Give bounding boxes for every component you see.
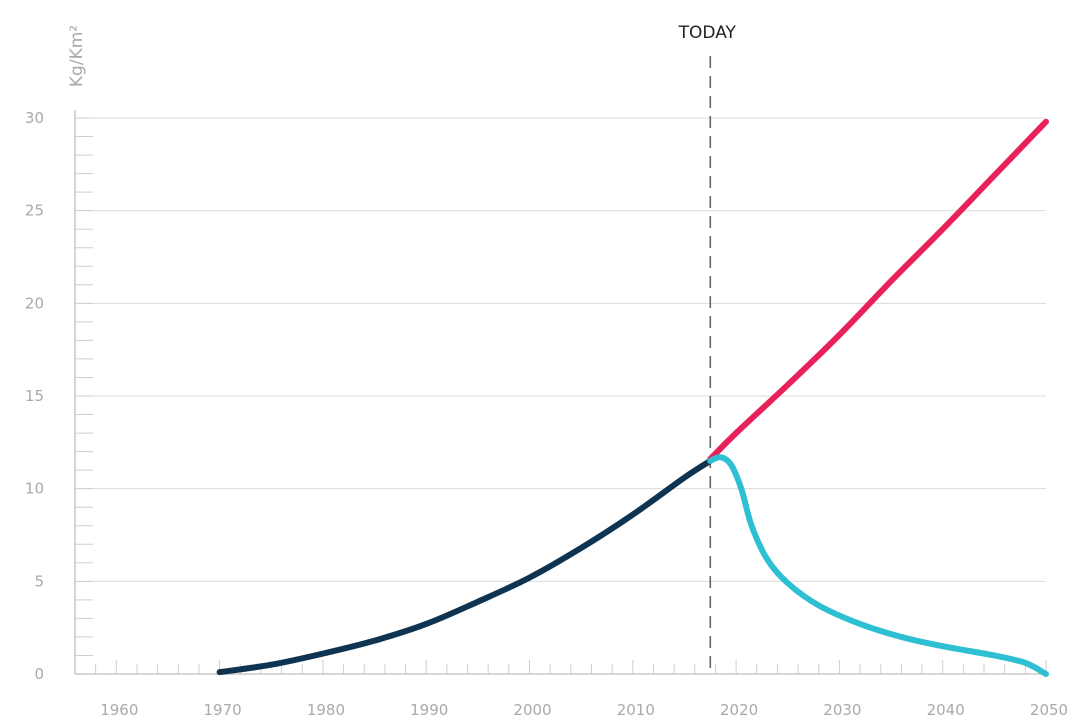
- x-tick-label-2050: 2050: [1030, 701, 1068, 719]
- y-tick-label-5: 5: [34, 572, 44, 590]
- x-tick-label-2020: 2020: [720, 701, 758, 719]
- y-tick-label-20: 20: [25, 294, 44, 312]
- axis-minor-ticks: [75, 117, 1047, 674]
- y-axis-label: Kg/Km²: [67, 25, 87, 87]
- today-label: TODAY: [678, 23, 737, 43]
- x-tick-label-1990: 1990: [410, 701, 448, 719]
- series-line-1: [216, 457, 714, 676]
- y-tick-label-10: 10: [25, 480, 44, 498]
- x-tick-label-1970: 1970: [204, 701, 242, 719]
- series-line-2: [707, 118, 1049, 463]
- y-tick-label-30: 30: [25, 109, 44, 127]
- x-tick-label-1980: 1980: [307, 701, 345, 719]
- x-tick-label-2040: 2040: [927, 701, 965, 719]
- series-line-3: [707, 454, 1049, 677]
- y-tick-labels: 0 5 10 15 20 25 30: [25, 109, 44, 683]
- y-tick-label-15: 15: [25, 387, 44, 405]
- x-tick-label-2000: 2000: [513, 701, 551, 719]
- series-group: [216, 118, 1049, 677]
- y-tick-label-0: 0: [34, 665, 44, 683]
- x-tick-label-2030: 2030: [823, 701, 861, 719]
- y-tick-label-25: 25: [25, 202, 44, 220]
- x-tick-label-1960: 1960: [100, 701, 138, 719]
- x-tick-labels: 1960 1970 1980 1990 2000 2010 2020 2030 2040 2050: [100, 701, 1068, 719]
- x-tick-label-2010: 2010: [617, 701, 655, 719]
- grid-lines: [75, 117, 1046, 582]
